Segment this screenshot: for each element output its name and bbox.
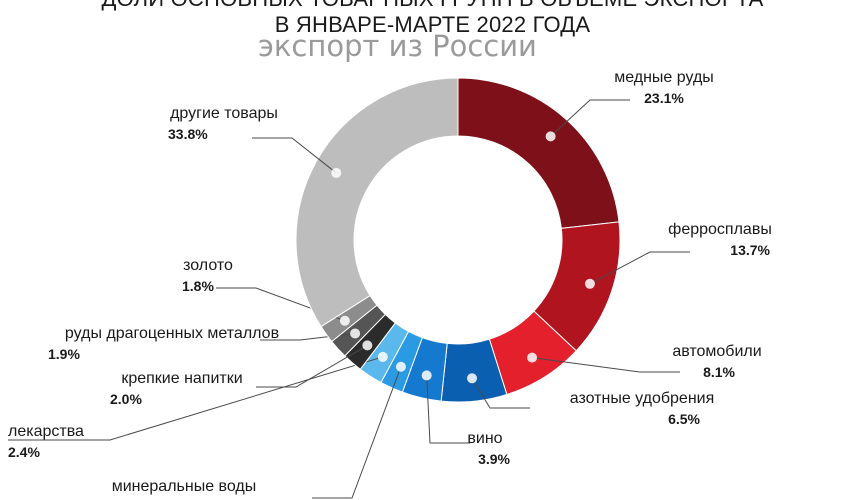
slice-value-7: 2.0% xyxy=(110,391,142,407)
slice-marker-2 xyxy=(527,352,538,363)
slice-0 xyxy=(457,77,620,229)
slice-marker-0 xyxy=(545,131,556,142)
leader-line-4 xyxy=(426,375,470,444)
leader-line-1 xyxy=(589,251,690,285)
slice-label-10: другие товары xyxy=(170,105,278,122)
slice-marker-1 xyxy=(584,278,595,289)
slice-value-9: 1.8% xyxy=(182,278,214,294)
slice-label-4: вино xyxy=(467,430,502,447)
slice-label-3: азотные удобрения xyxy=(570,390,715,407)
slice-value-10: 33.8% xyxy=(168,126,208,142)
leader-line-7 xyxy=(256,344,368,388)
slice-value-6: 2.4% xyxy=(8,444,40,460)
slice-marker-7 xyxy=(362,340,373,351)
slice-marker-4 xyxy=(421,370,432,381)
slice-marker-10 xyxy=(331,167,342,178)
slice-label-6: лекарства xyxy=(8,423,84,440)
slice-10 xyxy=(295,77,459,328)
slice-marker-3 xyxy=(467,373,478,384)
slice-value-2: 8.1% xyxy=(703,364,735,380)
chart-title: ДОЛИ ОСНОВНЫХ ТОВАРНЫХ ГРУПП В ОБЪЕМЕ ЭК… xyxy=(0,0,865,12)
slice-label-7: крепкие напитки xyxy=(121,370,242,387)
leader-line-6 xyxy=(8,356,383,441)
slice-label-0: медные руды xyxy=(614,69,714,86)
slice-marker-8 xyxy=(350,328,361,339)
slice-marker-6 xyxy=(377,351,388,362)
leader-line-0 xyxy=(550,99,630,137)
slice-value-3: 6.5% xyxy=(668,411,700,427)
slice-value-8: 1.9% xyxy=(48,346,80,362)
slice-label-8: руды драгоценных металлов xyxy=(65,325,279,342)
slice-value-4: 3.9% xyxy=(478,451,510,467)
slice-value-0: 23.1% xyxy=(644,90,684,106)
slice-label-5: минеральные воды xyxy=(112,478,257,495)
slice-label-9: золото xyxy=(183,257,233,274)
leader-line-3 xyxy=(471,378,530,409)
chart-subtitle: В ЯНВАРЕ-МАРТЕ 2022 ГОДА xyxy=(274,12,591,37)
slice-label-1: ферросплавы xyxy=(668,221,772,238)
slice-label-2: автомобили xyxy=(672,343,761,360)
leader-line-10 xyxy=(252,137,337,174)
leader-line-5 xyxy=(312,366,402,499)
slice-marker-5 xyxy=(395,361,406,372)
slice-marker-9 xyxy=(339,315,350,326)
leader-line-2 xyxy=(532,357,680,373)
watermark-text: экспорт из России xyxy=(258,29,537,63)
slice-value-1: 13.7% xyxy=(730,242,770,258)
